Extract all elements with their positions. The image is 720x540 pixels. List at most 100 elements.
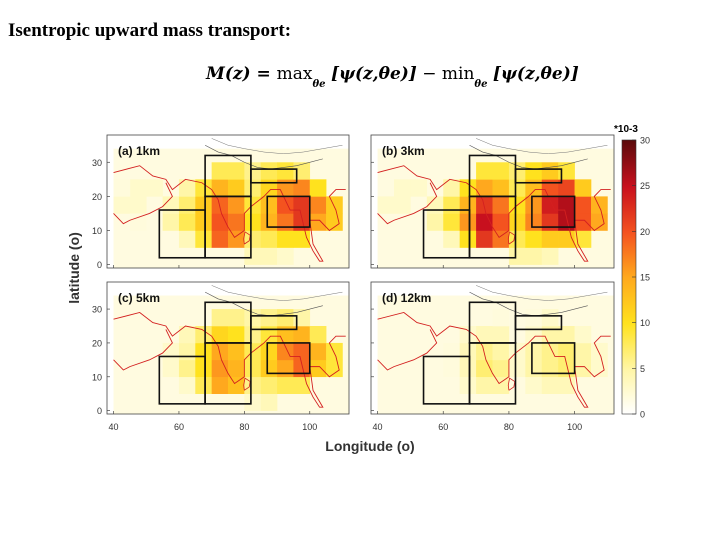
coastline bbox=[377, 165, 611, 262]
heatmap-cell bbox=[574, 326, 592, 344]
heatmap-cell bbox=[228, 230, 245, 248]
heatmap-cell bbox=[293, 342, 311, 361]
heatmap-cell bbox=[393, 196, 411, 214]
heatmap-cell bbox=[476, 162, 493, 180]
heatmap-cell bbox=[326, 213, 343, 231]
heatmap-cell bbox=[178, 230, 196, 248]
heatmap-cell bbox=[326, 359, 343, 378]
heatmap-cell bbox=[211, 359, 229, 378]
heatmap-cell bbox=[277, 179, 294, 197]
heatmap-cell bbox=[195, 342, 212, 361]
heatmap-cell bbox=[277, 326, 294, 344]
heatmap-cell bbox=[228, 359, 245, 378]
heatmap-cell bbox=[260, 376, 278, 394]
heatmap-cell bbox=[244, 376, 262, 394]
heatmap-cell bbox=[260, 213, 278, 231]
heatmap-cell bbox=[326, 196, 343, 214]
region-box bbox=[250, 315, 298, 331]
heatmap-cell bbox=[228, 309, 245, 327]
formula-min-op: min bbox=[441, 64, 475, 84]
formula-max-argument: [ψ(z,θe)] bbox=[330, 64, 417, 84]
heatmap-cell bbox=[195, 359, 212, 378]
x-tick-label: 60 bbox=[174, 422, 184, 432]
heatmap-cell bbox=[574, 342, 592, 361]
x-tick-label: 80 bbox=[239, 422, 249, 432]
coastline bbox=[377, 311, 611, 408]
heatmap-cell bbox=[426, 213, 444, 231]
panel-label: (c) 5km bbox=[118, 291, 160, 305]
x-axis-label: Longitude (o) bbox=[325, 438, 414, 454]
heatmap-cell bbox=[558, 179, 575, 197]
heatmap-cell bbox=[260, 230, 278, 248]
heatmap-cell bbox=[541, 326, 559, 344]
heatmap-cell bbox=[574, 213, 592, 231]
heatmap-cell bbox=[459, 359, 477, 378]
heatmap-cell bbox=[260, 359, 278, 378]
y-tick-label: 20 bbox=[92, 192, 102, 202]
coastline-arabia bbox=[377, 329, 438, 371]
heatmap-cell bbox=[525, 376, 543, 394]
panel-label: (b) 3km bbox=[382, 144, 425, 158]
heatmap-cell bbox=[492, 359, 510, 378]
heatmap-cell bbox=[591, 213, 608, 231]
heatmap-cell bbox=[574, 230, 592, 248]
heatmap-cell bbox=[293, 196, 311, 214]
heatmap-cell bbox=[508, 179, 526, 197]
heatmap-cell bbox=[410, 179, 428, 197]
topography-contour bbox=[204, 291, 323, 317]
axes-layer: 0 10 20 30 0 10 20 30 40 60 80 100 40 60 80 100 bbox=[92, 158, 582, 432]
x-tick-label: 100 bbox=[302, 422, 317, 432]
heatmap-cell bbox=[541, 342, 559, 361]
x-tick-label: 60 bbox=[438, 422, 448, 432]
heatmap-cell bbox=[508, 230, 526, 248]
heatmap-cell bbox=[574, 359, 592, 378]
panel-frame bbox=[106, 134, 350, 269]
heatmap-cell bbox=[211, 326, 229, 344]
heatmap-cell bbox=[525, 213, 543, 231]
heatmap-cell bbox=[113, 179, 131, 197]
formula-max-subscript: θe bbox=[312, 79, 326, 90]
heatmap-cell bbox=[162, 213, 180, 231]
heatmap-cell bbox=[260, 309, 278, 327]
coastline-srilanka bbox=[507, 377, 516, 391]
heatmap-cell bbox=[244, 393, 262, 411]
coastline-arabia bbox=[113, 329, 173, 371]
slide-title: Isentropic upward mass transport: bbox=[8, 20, 292, 41]
y-tick-label: 10 bbox=[92, 226, 102, 236]
heatmap-cell bbox=[309, 326, 327, 344]
heatmap-cell bbox=[293, 326, 311, 344]
panel-label: (d) 12km bbox=[382, 291, 431, 305]
panel-4: (d) 12km bbox=[370, 281, 615, 415]
heatmap-cell bbox=[260, 247, 278, 265]
heatmap-cell bbox=[492, 309, 510, 327]
panel-frame bbox=[106, 281, 350, 415]
topography-contour bbox=[475, 138, 608, 155]
heatmap-cell bbox=[260, 179, 278, 197]
heatmap-cell bbox=[541, 309, 559, 327]
heatmap-cell bbox=[443, 179, 460, 197]
panel-label: (a) 1km bbox=[118, 144, 160, 158]
heatmap-cell bbox=[211, 342, 229, 361]
heatmap-cell bbox=[228, 179, 245, 197]
heatmap-cell bbox=[244, 179, 262, 197]
panel-frame bbox=[370, 281, 615, 415]
heatmap-cell bbox=[492, 213, 510, 231]
heatmap-cell bbox=[459, 376, 477, 394]
heatmap-cell bbox=[244, 162, 262, 180]
heatmap-cell bbox=[525, 196, 543, 214]
x-tick-label: 40 bbox=[109, 422, 119, 432]
heatmap-cell bbox=[508, 213, 526, 231]
heatmap-cell bbox=[459, 213, 477, 231]
heatmap-cell bbox=[525, 247, 543, 265]
heatmap-cell bbox=[178, 326, 196, 344]
heatmap-cell bbox=[195, 196, 212, 214]
heatmap-cell bbox=[393, 179, 411, 197]
heatmap-cell bbox=[309, 342, 327, 361]
heatmap-cell bbox=[178, 359, 196, 378]
heatmap-cell bbox=[195, 179, 212, 197]
panels-layer: (a) 1km (b) 3km (c) 5km (d) 12km bbox=[106, 134, 615, 415]
y-axis-label: latitude (o) bbox=[66, 232, 82, 304]
heatmap-cell bbox=[492, 230, 510, 248]
heatmap-cell bbox=[525, 342, 543, 361]
heatmap-cell bbox=[178, 213, 196, 231]
